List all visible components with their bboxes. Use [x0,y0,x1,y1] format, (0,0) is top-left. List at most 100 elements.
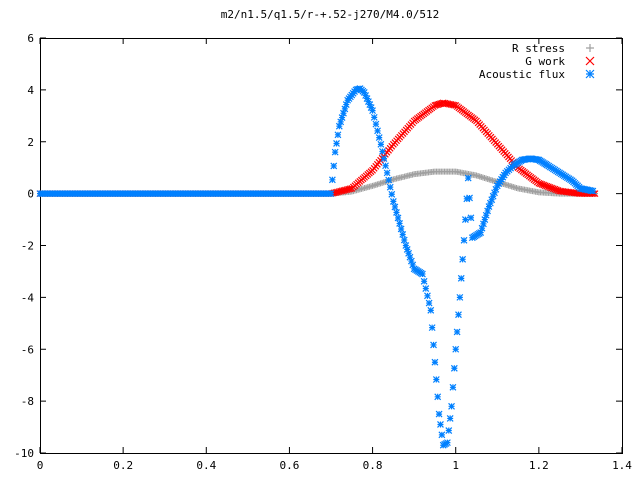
data-point [331,148,339,156]
data-point [391,203,399,211]
data-point [383,169,391,177]
data-point [399,231,407,238]
data-point [467,214,475,222]
data-point [437,421,444,428]
x-tick-label: 1.4 [612,459,632,472]
data-point [432,376,440,383]
data-point [438,431,446,439]
data-point [449,383,457,391]
data-point [403,245,411,253]
data-point [380,155,388,163]
data-point [369,107,376,115]
data-point [330,162,338,170]
data-point [334,131,342,139]
data-point [340,109,347,117]
data-point [481,216,489,223]
data-point [589,187,597,195]
data-point [484,207,492,215]
data-point [420,277,428,285]
data-point [337,118,345,126]
data-point [385,176,393,184]
data-marks [36,85,599,449]
data-point [382,162,389,170]
axes: 0 0.2 0.4 0.6 0.8 1 1.2 1.4 6 4 2 0 -2 -4 -6 -8 -10 [14,32,632,472]
data-point [386,183,394,191]
data-point [425,299,433,307]
data-point [466,194,473,202]
data-point [360,89,368,96]
data-point [430,341,437,349]
plot-frame [40,38,623,454]
chart-title: m2/n1.5/q1.5/r-+.52-j270/M4.0/512 [221,8,440,21]
data-point [459,255,467,263]
data-point [375,134,383,142]
data-point [393,209,400,216]
y-tick-label: -6 [21,343,34,356]
legend-label: G work [525,55,565,68]
legend-label: Acoustic flux [479,68,565,81]
x-tick-label: 0.8 [363,459,383,472]
data-point [448,402,455,410]
data-point [492,185,500,193]
data-point [461,216,469,223]
y-tick-label: 4 [27,84,34,97]
data-point [379,148,386,155]
data-point [333,140,340,147]
data-point [377,140,385,148]
legend-swatch [585,56,595,66]
data-point [419,270,426,278]
x-tick-label: 0 [37,459,44,472]
data-point [394,214,402,222]
x-tick-label: 0.6 [279,459,299,472]
data-point [435,410,443,418]
data-point [491,189,498,197]
data-point [338,114,346,121]
series-acoustic-flux [36,85,597,449]
data-point [428,324,436,332]
data-point [409,261,417,269]
data-point [374,127,381,135]
data-point [364,98,372,105]
data-point [367,104,375,112]
data-point [388,190,396,198]
data-point [370,113,378,121]
data-point [424,292,431,300]
x-tick-label: 0.2 [113,459,133,472]
y-tick-label: -4 [21,291,35,304]
data-point [346,185,354,193]
data-point [488,196,496,204]
data-point [397,225,405,233]
data-point [453,328,461,336]
data-point [405,249,413,257]
data-point [372,120,380,128]
legend-label: R stress [512,42,565,55]
data-point [363,95,371,102]
y-tick-label: -2 [21,240,34,253]
x-tick-label: 0.4 [196,459,216,472]
data-point [477,229,485,236]
data-point [427,306,435,314]
data-point [480,220,487,228]
legend-swatch [585,69,595,79]
y-tick-label: 6 [27,32,34,45]
data-point [406,253,414,261]
data-point [327,190,335,198]
data-point [443,439,451,447]
data-point [464,174,472,182]
data-point [335,122,343,130]
data-point [460,236,468,244]
data-point [341,105,349,113]
data-point [478,224,486,232]
data-point [446,414,454,422]
data-point [362,92,370,99]
data-point [328,176,336,184]
data-point [431,358,439,366]
data-point [342,101,350,108]
data-point [389,197,397,205]
data-point [463,195,471,203]
data-point [396,220,404,227]
x-tick-label: 1 [452,459,459,472]
data-point [485,203,493,211]
x-tick-label: 1.2 [529,459,549,472]
